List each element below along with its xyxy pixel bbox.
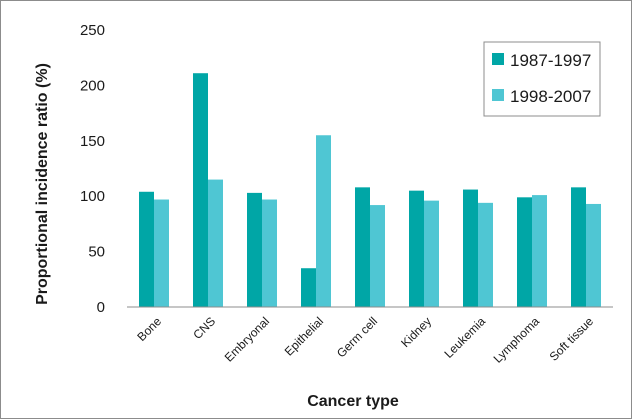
bar-1998-2007-germ-cell — [370, 205, 385, 307]
x-tick-label: Bone — [134, 314, 164, 344]
bar-1987-1997-leukemia — [463, 189, 478, 307]
bar-1998-2007-cns — [208, 179, 223, 307]
bar-1987-1997-kidney — [409, 190, 424, 307]
y-tick-label: 150 — [80, 133, 105, 150]
bar-1998-2007-epithelial — [316, 135, 331, 307]
x-tick-label: Lymphoma — [491, 314, 543, 366]
bars — [139, 73, 601, 307]
legend: 1987-1997 1998-2007 — [483, 41, 601, 117]
x-tick-label: Leukemia — [441, 314, 488, 361]
legend-swatch-1998-2007 — [492, 89, 504, 101]
bar-1987-1997-germ-cell — [355, 187, 370, 307]
x-tick-label: CNS — [190, 314, 218, 342]
legend-label-1998-2007: 1998-2007 — [510, 87, 591, 106]
y-tick-label: 50 — [88, 244, 105, 261]
bar-1998-2007-kidney — [424, 200, 439, 307]
bar-1987-1997-cns — [193, 73, 208, 307]
bar-1987-1997-epithelial — [301, 268, 316, 307]
y-axis-ticks: 0 50 100 150 200 250 — [80, 22, 105, 316]
x-tick-label: Epithelial — [282, 314, 326, 358]
bar-1987-1997-lymphoma — [517, 197, 532, 307]
bar-1998-2007-bone — [154, 199, 169, 307]
bar-1998-2007-lymphoma — [532, 195, 547, 307]
x-tick-label: Embryonal — [222, 314, 272, 364]
y-tick-label: 200 — [80, 77, 105, 94]
legend-swatch-1987-1997 — [492, 53, 504, 65]
bar-1998-2007-embryonal — [262, 199, 277, 307]
x-tick-label: Kidney — [398, 314, 434, 350]
bar-1987-1997-bone — [139, 191, 154, 307]
bar-1987-1997-embryonal — [247, 192, 262, 307]
x-tick-label: Germ cell — [334, 314, 380, 360]
legend-label-1987-1997: 1987-1997 — [510, 51, 591, 70]
x-tick-label: Soft tissue — [547, 314, 597, 364]
y-axis-title: Proportional incidence ratio (%) — [34, 63, 51, 305]
x-axis-tick-labels: Bone CNS Embryonal Epithelial Germ cell Kidne… — [134, 314, 596, 366]
bar-1998-2007-soft-tissue — [586, 203, 601, 307]
bar-1998-2007-leukemia — [478, 202, 493, 307]
x-axis-title: Cancer type — [307, 393, 399, 410]
y-tick-label: 100 — [80, 188, 105, 205]
y-tick-label: 250 — [80, 22, 105, 39]
bar-1987-1997-soft-tissue — [571, 187, 586, 307]
y-tick-label: 0 — [97, 299, 105, 316]
